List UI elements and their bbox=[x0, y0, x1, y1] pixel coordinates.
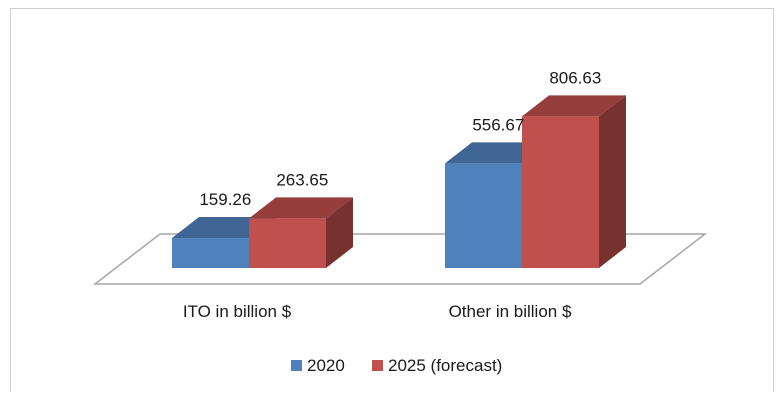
legend: 2020 2025 (forecast) bbox=[291, 356, 502, 375]
legend-item-1: 2025 (forecast) bbox=[372, 356, 502, 375]
bar-side-1-1 bbox=[599, 95, 626, 268]
bar-top-1-1 bbox=[522, 95, 626, 117]
bar-front-1-1 bbox=[522, 116, 599, 268]
bar-top-0-1 bbox=[249, 197, 353, 219]
legend-label-1: 2025 (forecast) bbox=[388, 356, 502, 375]
data-label-1-1: 806.63 bbox=[549, 68, 601, 87]
bar-front-0-0 bbox=[172, 238, 249, 268]
legend-item-0: 2020 bbox=[291, 356, 345, 375]
bar-front-0-1 bbox=[249, 218, 326, 268]
data-label-0-1: 263.65 bbox=[276, 170, 328, 189]
legend-label-0: 2020 bbox=[307, 356, 345, 375]
data-labels-group: 159.26 263.65 556.67 806.63 bbox=[199, 68, 601, 209]
legend-swatch-0 bbox=[291, 360, 302, 371]
bar-side-0-1 bbox=[326, 197, 353, 268]
category-label-1: Other in billion $ bbox=[449, 302, 572, 321]
bars-group bbox=[172, 95, 626, 268]
bar-1-1 bbox=[522, 95, 626, 268]
data-label-0-0: 159.26 bbox=[199, 190, 251, 209]
category-labels-group: ITO in billion $ Other in billion $ bbox=[183, 302, 572, 321]
chart-area bbox=[10, 8, 774, 392]
category-label-0: ITO in billion $ bbox=[183, 302, 292, 321]
data-label-1-0: 556.67 bbox=[472, 115, 524, 134]
legend-swatch-1 bbox=[372, 360, 383, 371]
bar-front-1-0 bbox=[445, 163, 522, 268]
bar-0-1 bbox=[249, 197, 353, 268]
